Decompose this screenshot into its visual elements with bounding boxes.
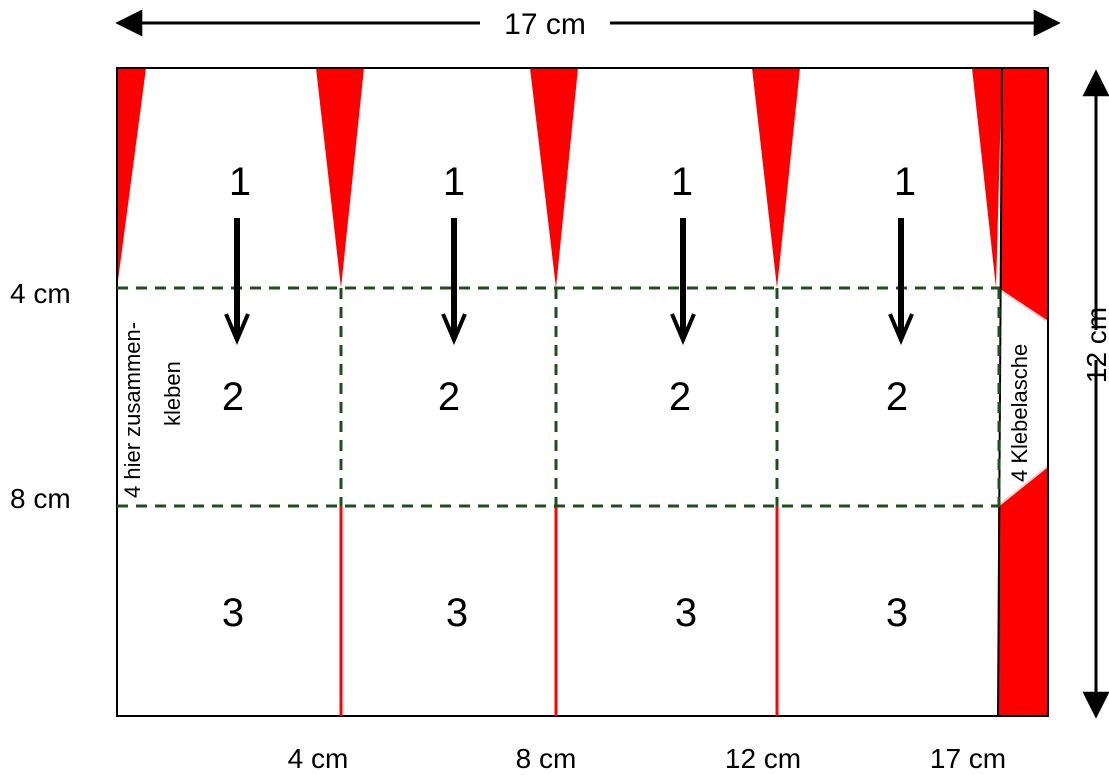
glue-tab-bottom-cut <box>998 466 1048 716</box>
glue-tab-top-cut <box>1000 68 1048 322</box>
panel-1-row-1-number: 1 <box>229 160 251 204</box>
left-label-8cm: 8 cm <box>10 483 71 514</box>
top-cut-wedge <box>530 68 578 288</box>
top-cut-wedge <box>316 68 364 288</box>
bottom-label-4cm: 4 cm <box>288 743 349 774</box>
panel-1-row-2-number: 2 <box>222 375 244 419</box>
panel-1-row-3-number: 3 <box>222 591 244 635</box>
panel-2-row-1-number: 1 <box>443 160 465 204</box>
fold-down-arrowhead <box>670 313 696 346</box>
glue-tab-label: 4 Klebelasche <box>1007 344 1032 482</box>
glue-note-line-2: kleben <box>160 361 185 426</box>
top-cut-wedge <box>972 68 1002 288</box>
glue-note-line-1: 4 hier zusammen- <box>120 322 145 498</box>
template-outline <box>116 67 1049 717</box>
panel-2-row-3-number: 3 <box>446 591 468 635</box>
total-height-label: 12 cm <box>1081 307 1109 383</box>
panel-3-row-3-number: 3 <box>675 591 697 635</box>
total-width-label: 17 cm <box>504 8 586 41</box>
bottom-label-12cm: 12 cm <box>725 743 801 774</box>
panel-4-row-2-number: 2 <box>886 375 908 419</box>
fold-down-arrowhead <box>224 313 250 346</box>
top-cut-wedge <box>117 68 146 288</box>
panel-4-row-1-number: 1 <box>894 160 916 204</box>
panel-2-row-2-number: 2 <box>438 375 460 419</box>
bottom-label-8cm: 8 cm <box>516 743 577 774</box>
fold-down-arrowhead <box>441 313 467 346</box>
panel-3-row-2-number: 2 <box>669 375 691 419</box>
glue-tab-edge-highlight <box>999 289 1049 323</box>
glue-tab-edge-highlight <box>997 465 1049 507</box>
panel-3-row-1-number: 1 <box>671 160 693 204</box>
left-label-4cm: 4 cm <box>10 278 71 309</box>
bottom-label-17cm: 17 cm <box>930 743 1006 774</box>
top-cut-wedge <box>752 68 800 288</box>
fold-down-arrowhead <box>888 313 914 346</box>
panel-4-row-3-number: 3 <box>886 591 908 635</box>
